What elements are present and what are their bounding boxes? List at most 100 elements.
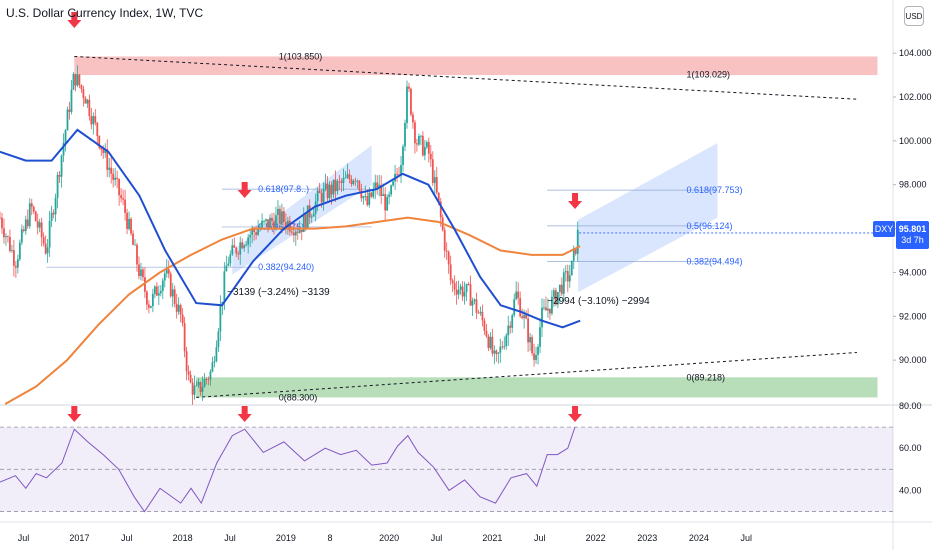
candle-body: [537, 346, 539, 356]
candle-body: [183, 322, 186, 352]
candle-body: [136, 244, 138, 265]
candle-body: [497, 352, 500, 354]
symbol-badge: DXY: [873, 221, 895, 237]
candle-body: [108, 167, 111, 170]
candle-body: [356, 180, 359, 182]
candle-body: [223, 271, 226, 302]
candle-body: [372, 189, 375, 197]
candle-body: [96, 122, 99, 137]
candle-body: [312, 213, 315, 217]
candle-body: [195, 385, 198, 387]
candle-body: [558, 284, 561, 293]
candle-body: [340, 181, 343, 183]
candle-body: [284, 222, 287, 228]
signal-arrow: [237, 182, 252, 198]
candle-body: [76, 74, 79, 86]
candle-body: [445, 250, 448, 252]
candle-body: [388, 194, 391, 198]
fib-label: 0.618(97.8..): [258, 184, 309, 194]
candle-body: [16, 259, 19, 268]
candle-body: [217, 331, 220, 348]
candle-body: [28, 203, 31, 227]
price-tick-label: 98.000: [899, 180, 927, 190]
time-tick-label: Jul: [121, 533, 133, 543]
currency-button[interactable]: USD: [904, 6, 924, 26]
candle-body: [479, 311, 482, 314]
rsi-line: [0, 426, 576, 513]
candle-body: [261, 220, 263, 228]
candle-body: [457, 289, 460, 295]
candle-body: [300, 229, 303, 233]
resistance-zone: [74, 56, 878, 76]
candle-body: [273, 221, 275, 230]
candle-body: [193, 385, 196, 395]
candle-body: [134, 244, 136, 246]
candle-body: [149, 306, 152, 308]
candle-body: [126, 212, 128, 229]
candle-body: [344, 177, 347, 179]
candle-body: [302, 214, 305, 233]
candle-body: [140, 269, 142, 277]
candle-body: [495, 350, 498, 354]
candle-body: [507, 325, 510, 336]
candle-body: [132, 233, 134, 245]
candle-body: [151, 293, 154, 307]
candle-body: [64, 130, 67, 143]
candle-body: [570, 260, 573, 276]
candle-body: [275, 215, 277, 230]
candle-body: [487, 336, 490, 349]
candle-body: [3, 228, 5, 238]
resistance-trendline: [74, 55, 857, 100]
candle-body: [20, 229, 23, 243]
price-tick-label: 104.000: [899, 48, 932, 58]
candle-body: [554, 290, 557, 305]
candle-body: [56, 174, 59, 198]
candle-body: [281, 211, 283, 224]
candle-body: [556, 292, 559, 305]
candle-body: [469, 284, 472, 306]
candle-body: [30, 203, 33, 207]
candle-body: [66, 109, 69, 131]
candle-body: [429, 153, 432, 160]
candle-body: [50, 212, 53, 222]
candle-body: [286, 220, 289, 228]
candle-body: [451, 280, 454, 283]
candle-body: [400, 164, 402, 176]
candle-body: [412, 114, 414, 123]
candle-body: [283, 211, 285, 223]
candle-body: [431, 159, 434, 183]
candle-body: [199, 381, 202, 392]
candle-body: [98, 136, 101, 148]
price-tick-label: 100.000: [899, 136, 932, 146]
measure-annotation: −3139 (−3.24%) −3139: [227, 287, 330, 298]
candle-body: [386, 197, 389, 211]
ma-long-line: [4, 216, 581, 405]
candle-body: [366, 196, 369, 205]
candle-body: [576, 229, 579, 254]
candle-body: [352, 180, 355, 185]
rsi-tick-label: 40.00: [899, 485, 922, 495]
candle-body: [374, 182, 377, 190]
candle-body: [1, 217, 3, 229]
price-tick-label: 90.000: [899, 355, 927, 365]
candle-body: [142, 269, 144, 278]
candle-body: [324, 183, 327, 189]
candle-body: [513, 299, 516, 316]
candle-body: [167, 269, 170, 274]
candle-body: [267, 219, 269, 228]
candle-body: [82, 88, 85, 98]
candle-body: [338, 181, 341, 183]
candle-body: [84, 97, 87, 104]
candle-body: [541, 307, 543, 328]
candle-body: [26, 219, 29, 227]
candle-body: [485, 330, 488, 337]
candle-body: [36, 221, 39, 228]
zone-label: 0(89.218): [687, 372, 726, 382]
candle-body: [209, 371, 212, 380]
candle-body: [173, 289, 176, 304]
candle-body: [60, 155, 63, 177]
candle-body: [360, 190, 363, 199]
candle-body: [418, 136, 420, 145]
candle-body: [370, 192, 373, 197]
